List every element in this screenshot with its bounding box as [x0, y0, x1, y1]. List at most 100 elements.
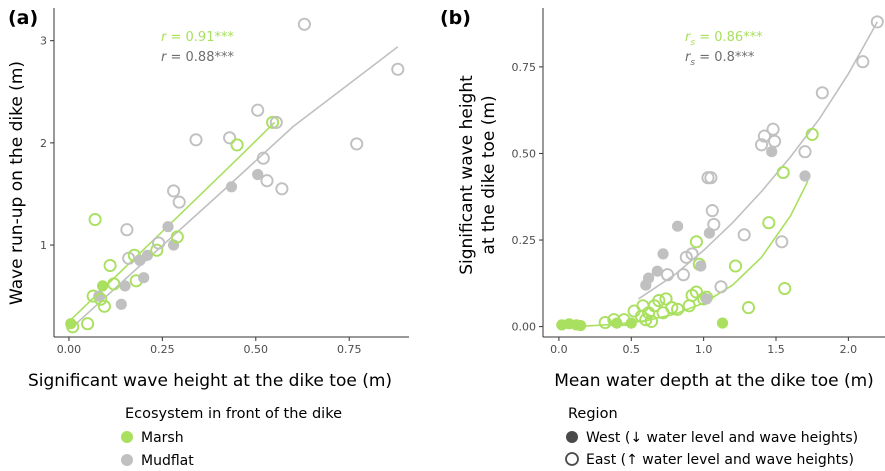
- panel-a-point-mudflat-east: [256, 151, 270, 165]
- panel-a-point-mudflat-west: [115, 298, 127, 310]
- legend-east-marker: [565, 452, 579, 466]
- panel-b-point-marsh-east: [776, 165, 790, 180]
- panel-b-point-marsh-east: [671, 302, 685, 316]
- panel-a-point-mudflat-east: [269, 115, 283, 129]
- panel-b-letter: (b): [440, 7, 471, 29]
- panel-a-point-mudflat-east: [172, 195, 186, 209]
- panel-a-point-marsh-east: [266, 115, 280, 129]
- panel-b-point-marsh-east: [741, 301, 756, 315]
- panel-b-point-mudflat-east: [704, 171, 718, 185]
- panel-a-point-marsh-east: [81, 317, 95, 331]
- panel-a-corr-mudflat-value: = 0.88***: [166, 50, 234, 65]
- legend-marsh-label: Marsh: [141, 430, 184, 446]
- panel-a-point-marsh-east: [103, 258, 117, 273]
- panel-a-point-marsh-west: [97, 280, 109, 292]
- panel-b-point-mudflat-west: [766, 146, 778, 158]
- panel-b-point-marsh-east: [639, 313, 653, 327]
- panel-a-point-mudflat-east: [223, 131, 237, 145]
- panel-a-corr-marsh: r = 0.91***: [161, 30, 234, 45]
- panel-b-y-axis-title: Significant wave height at the dike toe …: [457, 75, 499, 275]
- panel-b-point-marsh-west: [611, 317, 623, 329]
- panel-b-point-mudflat-west: [695, 260, 707, 272]
- panel-b-point-marsh-east: [652, 294, 666, 308]
- legend-region: Region West (↓ water level and wave heig…: [565, 406, 858, 468]
- panel-b-fit-marsh: [558, 180, 809, 328]
- panel-b-point-marsh-east: [659, 292, 673, 306]
- panel-b-point-marsh-east: [644, 314, 659, 328]
- panel-a-point-mudflat-west: [162, 221, 174, 233]
- panel-a-x-tick-label: 0.25: [150, 343, 175, 356]
- panel-b-x-tick-label: 0.5: [623, 343, 641, 356]
- panel-b-point-marsh-east: [665, 301, 679, 315]
- legend-west-label: West (↓ water level and wave heights): [586, 430, 858, 446]
- panel-b-point-marsh-east: [689, 285, 703, 299]
- panel-b-point-mudflat-west: [643, 272, 655, 284]
- panel-a-corr-mudflat: r = 0.88***: [161, 50, 234, 65]
- panel-b-point-marsh-east: [682, 299, 696, 313]
- panel-a-corr-mudflat-symbol: r: [161, 50, 168, 65]
- panel-b-point-mudflat-east: [676, 268, 690, 282]
- panel-b-y-axis-title-line-1: Significant wave height: [457, 75, 477, 275]
- legend-mudflat-marker: [121, 454, 133, 466]
- legend-marsh-marker: [121, 431, 133, 443]
- panel-a-y-tick-label: 1: [40, 239, 47, 252]
- panel-b-point-marsh-west: [716, 317, 729, 329]
- panel-b-point-marsh-east: [805, 127, 819, 141]
- panel-b-point-mudflat-east: [660, 268, 675, 282]
- panel-b-x-tick-label: 1.5: [767, 343, 785, 356]
- panel-a-point-mudflat-east: [350, 137, 364, 151]
- panel-a-point-mudflat-east: [120, 223, 134, 237]
- panel-a-point-mudflat-west: [225, 181, 238, 193]
- panel-b-point-marsh-west: [575, 320, 587, 332]
- panel-b-ticks: 0.0 0.5 1.0 1.5 2.0 0.00 0.25 0.50 0.75: [512, 61, 858, 356]
- panel-a-point-mudflat-east: [251, 103, 265, 117]
- panel-b-y-tick-label: 0.50: [512, 147, 537, 160]
- panel-b-point-mudflat-east: [775, 235, 789, 249]
- panel-b-corr-marsh-symbol: r: [685, 30, 692, 45]
- legend-region-title: Region: [568, 406, 618, 422]
- panel-a-x-tick-label: 0.00: [57, 343, 82, 356]
- panel-a-point-marsh-east: [88, 212, 102, 227]
- panel-b-point-mudflat-east: [856, 55, 870, 69]
- panel-b-point-mudflat-east: [737, 228, 751, 242]
- panel-b-point-mudflat-east: [754, 138, 769, 152]
- panel-a-point-mudflat-west: [252, 168, 264, 181]
- panel-b-point-mudflat-west: [657, 248, 669, 260]
- panel-a-points: [65, 17, 405, 334]
- panel-b-x-tick-label: 1.0: [695, 343, 713, 356]
- panel-b-corr-mudflat-value: = 0.8***: [695, 50, 755, 65]
- panel-a-point-mudflat-east: [152, 236, 166, 250]
- panel-b-point-mudflat-east: [705, 204, 719, 218]
- panel-b-corr-mudflat: rs = 0.8***: [685, 50, 755, 68]
- panel-a-point-mudflat-east: [189, 133, 203, 147]
- panel-b-point-mudflat-east: [757, 129, 771, 143]
- panel-a-point-mudflat-west: [138, 272, 150, 284]
- panel-a-point-mudflat-east: [297, 17, 311, 31]
- panel-b-y-tick-label: 0.75: [512, 61, 537, 74]
- panel-b: (b) 0.0 0.5 1.0 1.5 2.0 0.00 0.25 0.50 0.75 Mean…: [440, 7, 885, 391]
- panel-b-point-mudflat-east: [685, 247, 699, 261]
- legend-ecosystem: Ecosystem in front of the dike Marsh Mud…: [121, 406, 342, 469]
- panel-b-point-mudflat-west: [651, 265, 663, 277]
- panel-b-point-marsh-east: [762, 216, 776, 230]
- panel-a-x-axis-title: Significant wave height at the dike toe …: [28, 371, 392, 391]
- panel-a-point-mudflat-east: [167, 184, 181, 198]
- panel-b-y-tick-label: 0.00: [512, 321, 537, 334]
- panel-b-point-mudflat-east: [815, 86, 829, 100]
- panel-b-fits: [558, 21, 878, 328]
- legend-west-marker: [566, 431, 578, 443]
- panel-b-point-mudflat-west: [672, 220, 684, 232]
- panel-b-x-axis-title: Mean water depth at the dike toe (m): [554, 371, 874, 391]
- panel-a-point-mudflat-east: [391, 62, 405, 76]
- panel-b-x-tick-label: 2.0: [840, 343, 858, 356]
- panel-b-corr-marsh-value: = 0.86***: [695, 30, 763, 45]
- panel-b-point-mudflat-west: [700, 293, 713, 305]
- panel-a-point-mudflat-west: [141, 249, 153, 261]
- panel-a-point-mudflat-east: [275, 182, 289, 196]
- panel-a-point-marsh-east: [170, 230, 184, 244]
- panel-b-point-mudflat-west: [799, 170, 811, 182]
- panel-a-point-marsh-east: [94, 292, 108, 306]
- panel-b-corr-mudflat-subscript: s: [690, 58, 695, 68]
- panel-a-y-tick-label: 2: [40, 137, 47, 150]
